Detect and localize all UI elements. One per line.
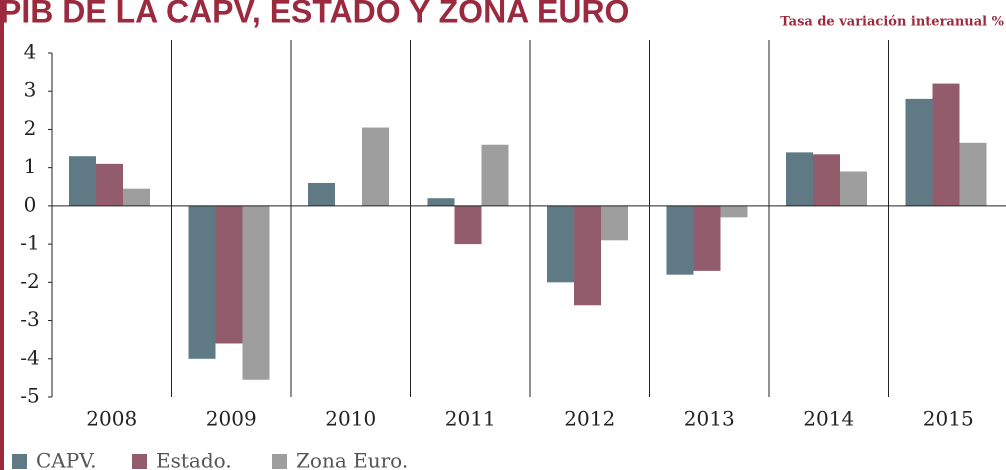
x-tick-label: 2011 xyxy=(445,407,496,431)
y-tick-label: -3 xyxy=(20,307,39,331)
y-tick-label: 2 xyxy=(24,116,37,140)
y-tick-label: 3 xyxy=(24,78,37,102)
bar xyxy=(308,182,335,206)
y-tick-label: 1 xyxy=(24,154,37,178)
x-tick-label: 2015 xyxy=(923,407,974,431)
y-tick-label: -1 xyxy=(20,231,39,255)
bar xyxy=(123,188,150,206)
bar xyxy=(666,205,694,275)
x-tick-label: 2008 xyxy=(86,407,137,431)
y-tick-label: -5 xyxy=(20,384,39,408)
y-tick-label: -2 xyxy=(20,269,39,293)
bar xyxy=(813,154,840,206)
x-tick-label: 2013 xyxy=(684,407,735,431)
bar xyxy=(188,205,216,359)
y-tick-label: 0 xyxy=(24,192,37,216)
bar xyxy=(481,144,509,206)
bar xyxy=(547,205,574,283)
chart-subtitle: Tasa de variación interanual % xyxy=(780,15,1004,30)
bar xyxy=(840,171,867,206)
bar xyxy=(69,156,96,206)
x-tick-label: 2009 xyxy=(206,407,257,431)
bar xyxy=(96,163,123,206)
legend-swatch xyxy=(12,454,27,469)
x-tick-label: 2012 xyxy=(564,407,615,431)
bar xyxy=(574,205,601,306)
y-tick-label: 4 xyxy=(24,40,37,64)
x-tick-label: 2014 xyxy=(803,407,854,431)
bar xyxy=(601,205,628,241)
legend-swatch xyxy=(272,454,287,469)
bar xyxy=(215,205,243,344)
bar xyxy=(693,205,721,271)
bar xyxy=(427,198,455,206)
left-border xyxy=(0,0,4,470)
legend-label: Zona Euro. xyxy=(296,449,408,470)
bar xyxy=(786,152,813,206)
chart-title: PIB DE LA CAPV, ESTADO Y ZONA EURO xyxy=(0,0,629,29)
bar xyxy=(905,98,933,206)
y-tick-label: -4 xyxy=(20,345,39,369)
legend-label: CAPV. xyxy=(36,449,97,470)
x-tick-label: 2010 xyxy=(325,407,376,431)
bar xyxy=(454,205,482,245)
bar xyxy=(959,142,987,206)
bar xyxy=(362,127,389,206)
bar xyxy=(720,205,748,218)
legend-swatch xyxy=(132,454,147,469)
legend-label: Estado. xyxy=(156,449,232,470)
bar xyxy=(932,83,960,206)
bar xyxy=(242,205,270,380)
